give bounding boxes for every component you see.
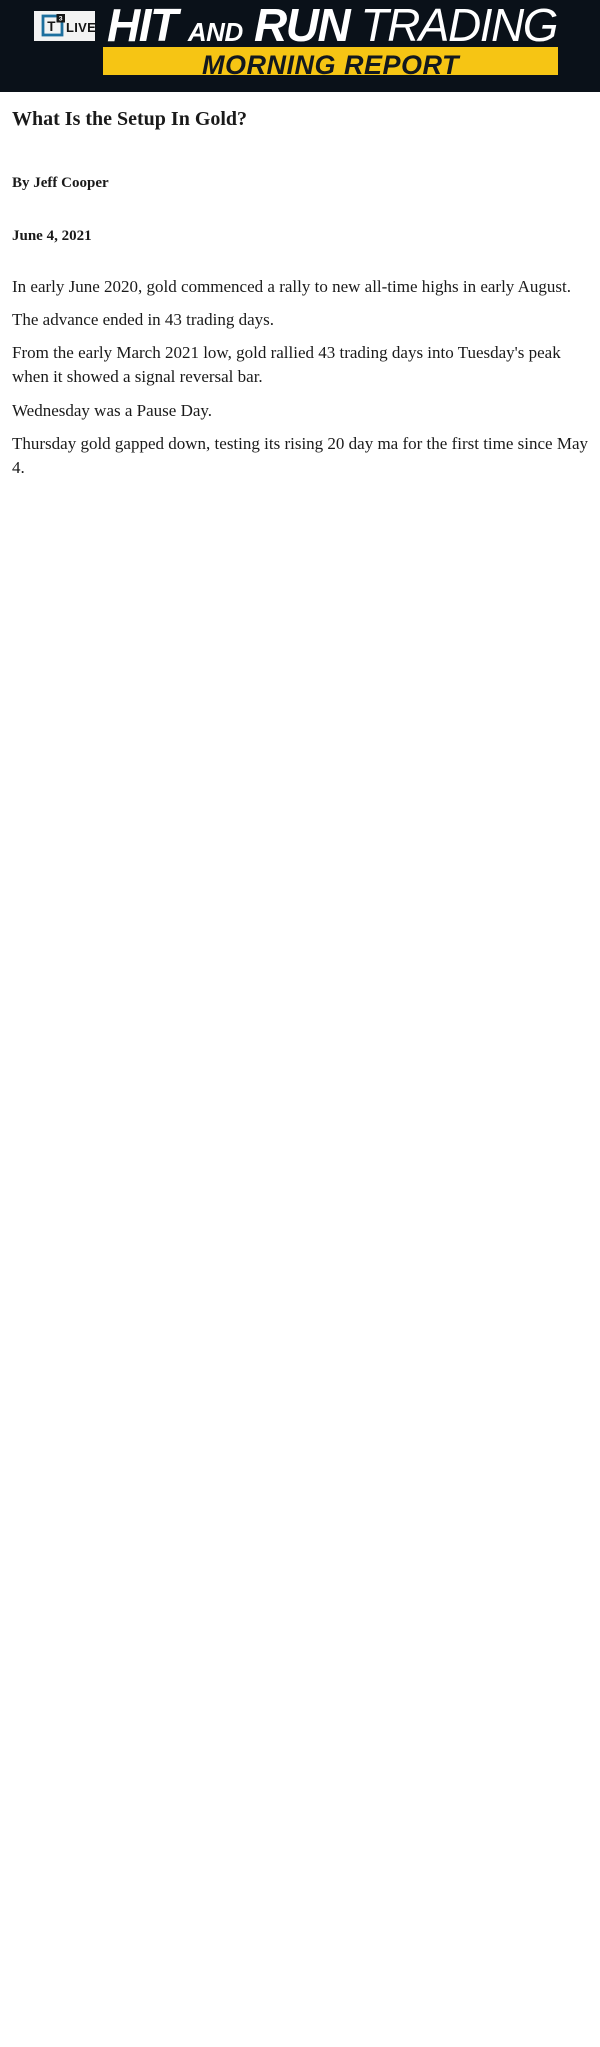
svg-text:3: 3 [59,16,63,23]
svg-text:T: T [47,19,56,34]
